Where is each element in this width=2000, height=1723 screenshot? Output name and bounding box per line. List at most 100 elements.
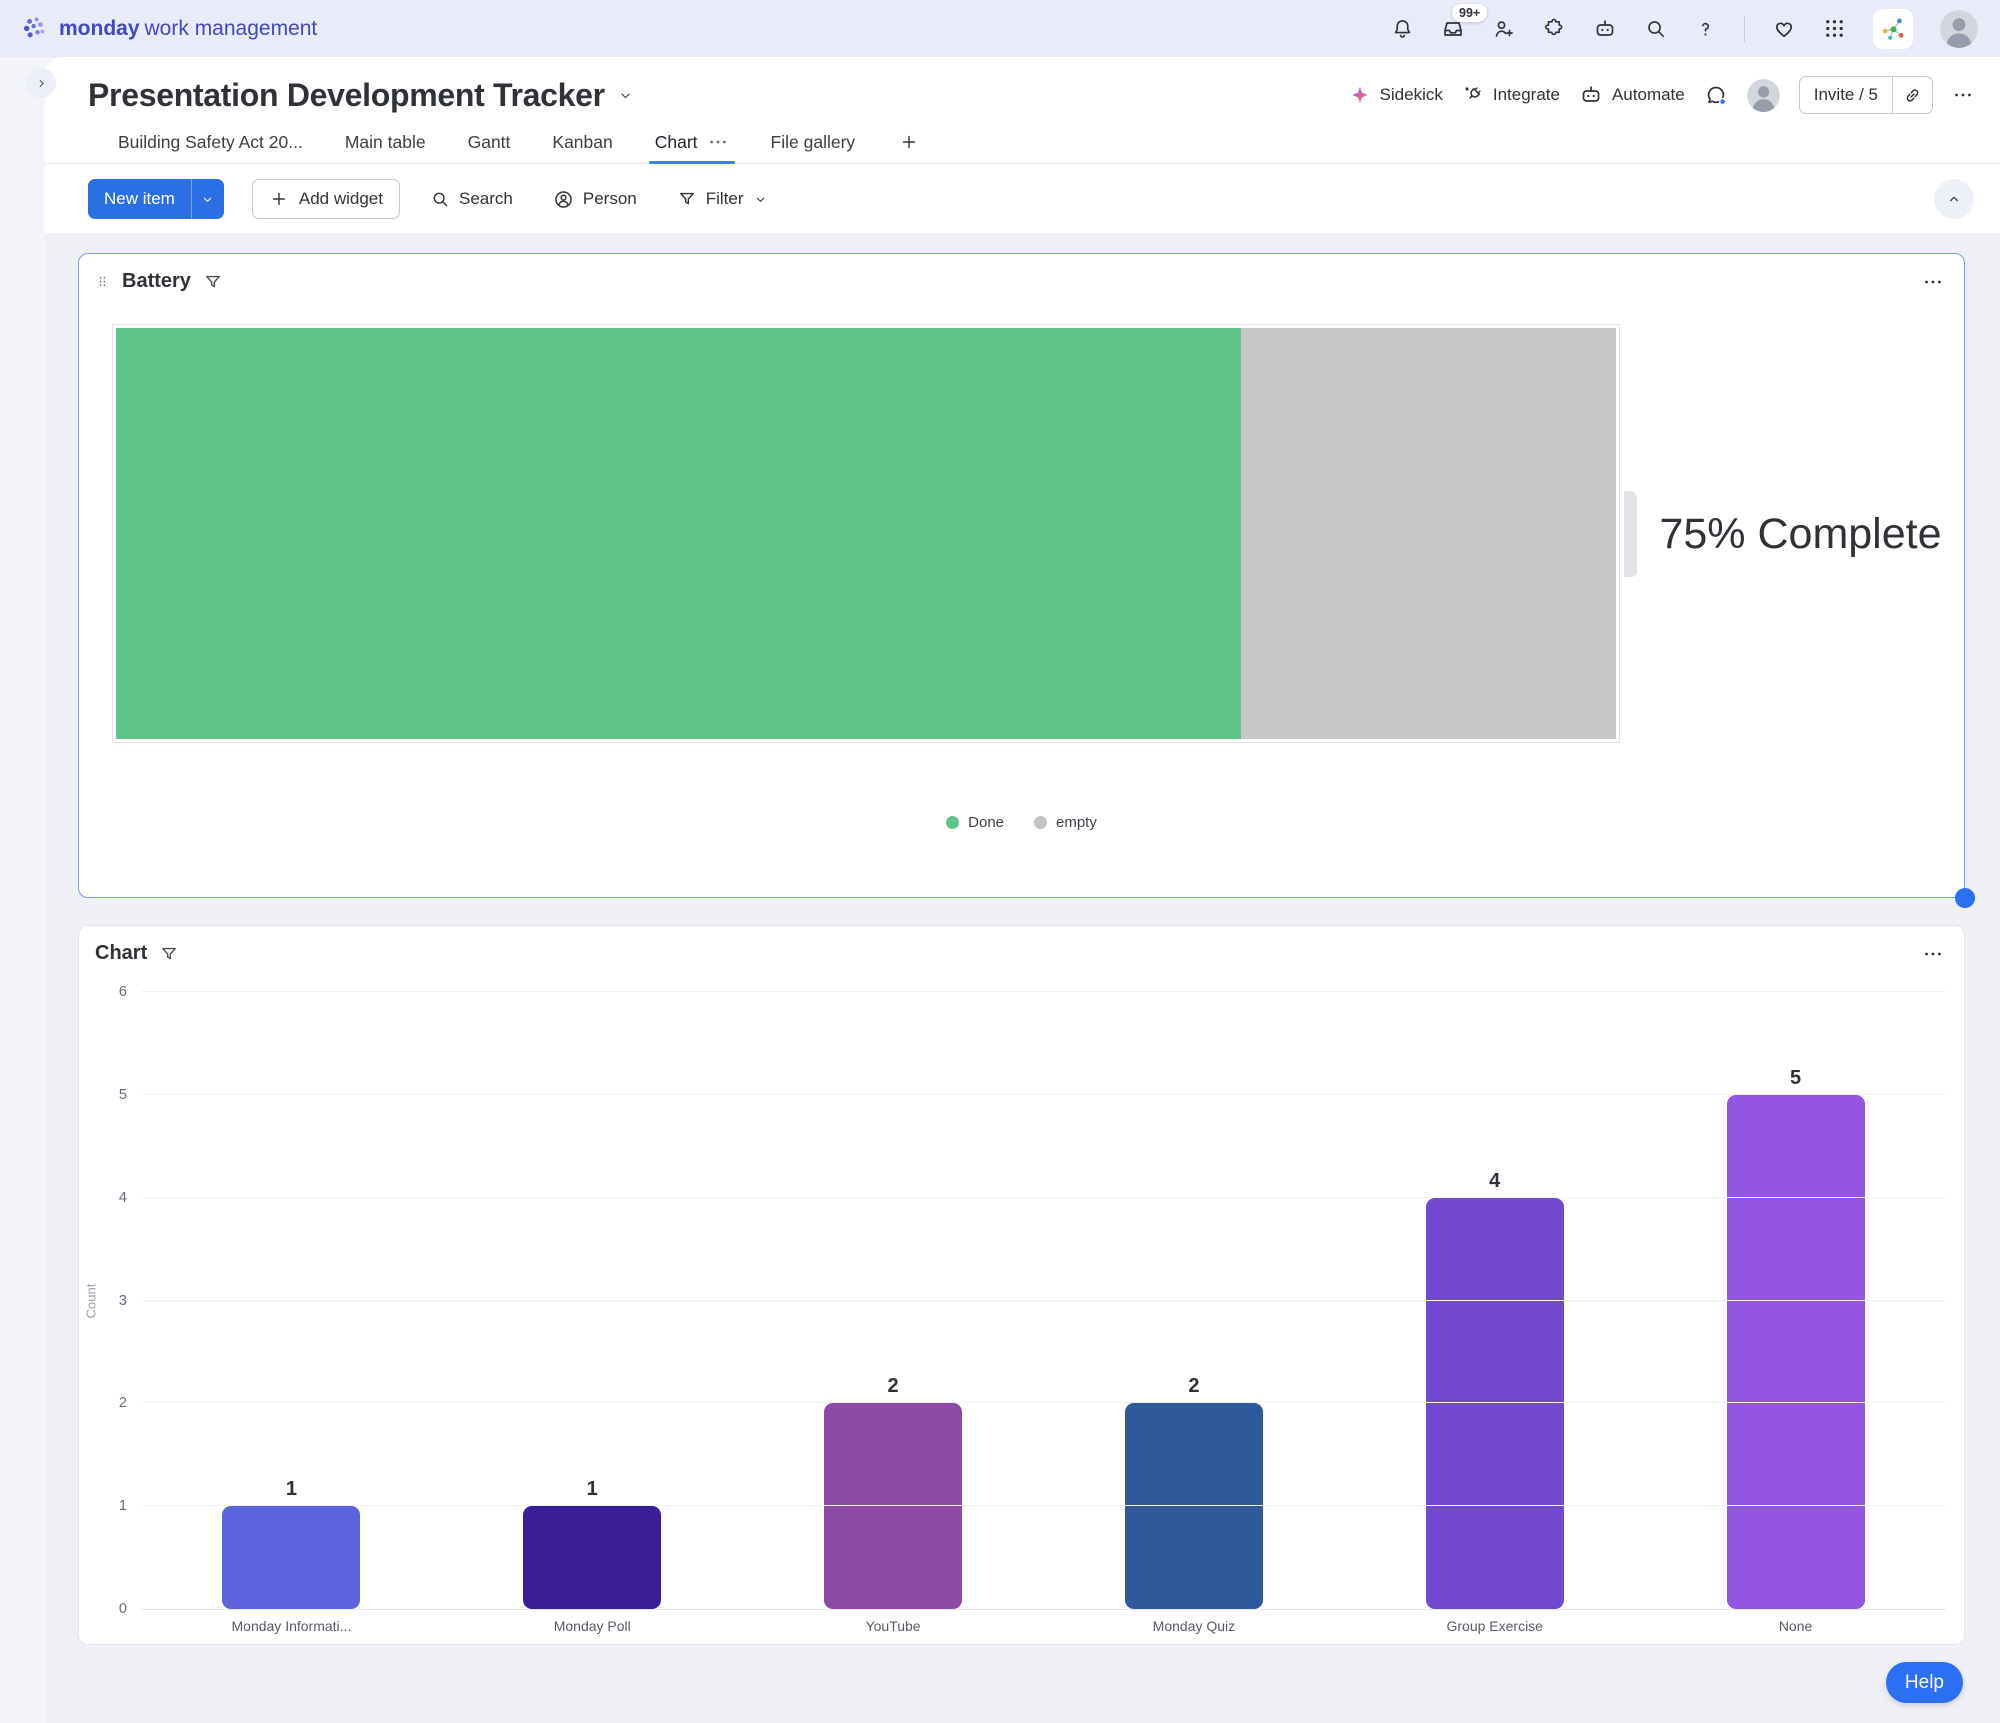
integrate-button[interactable]: Integrate <box>1462 84 1560 106</box>
x-axis-category-label: Monday Poll <box>553 1618 631 1634</box>
y-axis-tick: 0 <box>118 1601 127 1617</box>
chart-widget-header: Chart <box>79 926 1964 965</box>
x-axis-category-label: None <box>1778 1618 1813 1634</box>
gridline <box>141 991 1946 992</box>
tab-gantt[interactable]: Gantt <box>466 121 513 163</box>
monday-logo-icon <box>22 15 50 43</box>
gridline <box>141 1402 1946 1404</box>
tab-label: Main table <box>344 131 426 152</box>
chevron-up-icon <box>1946 191 1962 207</box>
user-avatar[interactable] <box>1940 9 1978 48</box>
automate-button[interactable]: Automate <box>1579 83 1685 107</box>
bar-column-youtube: 2 YouTube <box>743 992 1044 1634</box>
notifications-bell-icon[interactable] <box>1391 17 1414 40</box>
y-axis-tick: 1 <box>118 1498 127 1515</box>
app-tile-molecule-icon[interactable] <box>1873 8 1913 49</box>
y-axis-tick: 3 <box>118 1292 127 1309</box>
bar-value-label: 2 <box>1188 1375 1200 1398</box>
product-switcher-grid-icon[interactable] <box>1823 17 1846 40</box>
bar-column-monday-informati: 1 Monday Informati... <box>141 992 442 1634</box>
filter-button[interactable]: Filter <box>667 179 778 219</box>
new-item-label: New item <box>104 189 175 208</box>
sidekick-sparkle-icon <box>1349 84 1371 106</box>
legend-label: Done <box>968 814 1004 831</box>
board-header: Presentation Development Tracker Sidekic… <box>88 69 1974 121</box>
topbar-divider <box>1744 15 1745 42</box>
gridline <box>141 1093 1946 1095</box>
battery-widget-header: Battery <box>79 254 1964 293</box>
search-label: Search <box>458 189 513 208</box>
monday-home-link[interactable]: monday work management <box>22 15 317 43</box>
help-button[interactable]: Help <box>1885 1662 1963 1703</box>
tab-menu-dots-icon[interactable] <box>707 131 729 153</box>
new-item-dropdown[interactable] <box>190 179 224 219</box>
widget-menu-dots-icon[interactable] <box>1922 271 1944 293</box>
person-icon <box>553 189 574 210</box>
vibe-heart-icon[interactable] <box>1772 17 1796 41</box>
battery-done-segment <box>116 328 1241 739</box>
inbox-tray-icon[interactable]: 99+ <box>1441 3 1488 41</box>
person-filter-button[interactable]: Person <box>543 179 647 219</box>
bar-monday-informati[interactable] <box>222 1506 361 1609</box>
bar-value-label: 1 <box>285 1478 297 1501</box>
add-widget-button[interactable]: Add widget <box>251 179 400 219</box>
bar-chart-plot: Count 1 Monday Informati... 1 Monday Pol… <box>84 984 1946 1634</box>
tab-building-safety-act-20[interactable]: Building Safety Act 20... <box>116 121 305 163</box>
ai-robot-icon[interactable] <box>1593 17 1617 41</box>
tab-label: Chart <box>654 131 698 152</box>
gridline <box>141 1505 1946 1507</box>
search-icon[interactable] <box>1644 17 1667 40</box>
x-axis-category-label: Monday Quiz <box>1152 1618 1236 1634</box>
board-owner-avatar[interactable] <box>1746 78 1780 112</box>
chart-widget[interactable]: Chart Count 1 Monday Informati... 1 Mond… <box>78 925 1965 1645</box>
battery-widget[interactable]: Battery 75% Complete Done empty <box>78 253 1975 908</box>
invite-members-icon[interactable] <box>1492 17 1516 41</box>
bar-column-monday-quiz: 2 Monday Quiz <box>1043 992 1344 1634</box>
tab-label: File gallery <box>770 131 856 152</box>
automate-robot-icon <box>1579 83 1603 107</box>
tab-main-table[interactable]: Main table <box>343 121 428 163</box>
invite-label: Invite / 5 <box>1813 85 1878 104</box>
bar-monday-quiz[interactable] <box>1124 1403 1263 1609</box>
tab-file-gallery[interactable]: File gallery <box>769 121 858 163</box>
new-item-button[interactable]: New item <box>88 179 224 219</box>
sidekick-button[interactable]: Sidekick <box>1349 84 1443 106</box>
automate-label: Automate <box>1611 85 1685 104</box>
y-axis-tick: 2 <box>118 1395 127 1412</box>
filter-funnel-icon[interactable] <box>203 272 223 292</box>
chevron-down-icon <box>753 192 768 207</box>
help-question-icon[interactable] <box>1694 17 1717 40</box>
copy-link-icon[interactable] <box>1892 77 1932 113</box>
bar-column-monday-poll: 1 Monday Poll <box>442 992 743 1634</box>
chevron-down-icon <box>200 192 215 207</box>
widget-menu-dots-icon[interactable] <box>1922 943 1944 965</box>
tab-chart[interactable]: Chart <box>648 121 735 164</box>
chevron-down-icon[interactable] <box>617 87 634 104</box>
legend-item-done: Done <box>946 814 1004 831</box>
search-button[interactable]: Search <box>420 179 523 219</box>
invite-button[interactable]: Invite / 5 <box>1798 76 1933 114</box>
drag-handle-icon[interactable] <box>95 271 110 292</box>
tab-kanban[interactable]: Kanban <box>550 121 614 163</box>
bar-monday-poll[interactable] <box>523 1506 662 1609</box>
board-chat-bubble-icon[interactable] <box>1704 83 1728 107</box>
person-label: Person <box>582 189 637 208</box>
collapse-header-button[interactable] <box>1934 179 1974 219</box>
bar-youtube[interactable] <box>824 1403 963 1609</box>
add-view-button[interactable] <box>895 132 923 152</box>
board-menu-dots-icon[interactable] <box>1952 84 1974 106</box>
filter-funnel-icon[interactable] <box>159 944 179 964</box>
legend-color-dot <box>946 816 960 829</box>
expand-sidebar-button[interactable] <box>26 68 56 98</box>
tab-label: Building Safety Act 20... <box>118 131 303 152</box>
tab-label: Kanban <box>552 131 613 152</box>
brand-bold: monday <box>59 16 140 40</box>
bar-none[interactable] <box>1726 1094 1865 1609</box>
battery-legend: Done empty <box>79 814 1964 831</box>
filter-funnel-icon <box>677 189 697 209</box>
battery-widget-title: Battery <box>122 270 191 292</box>
apps-puzzle-icon[interactable] <box>1543 17 1566 40</box>
widget-resize-handle[interactable] <box>1955 888 1975 908</box>
plus-icon <box>899 132 919 152</box>
